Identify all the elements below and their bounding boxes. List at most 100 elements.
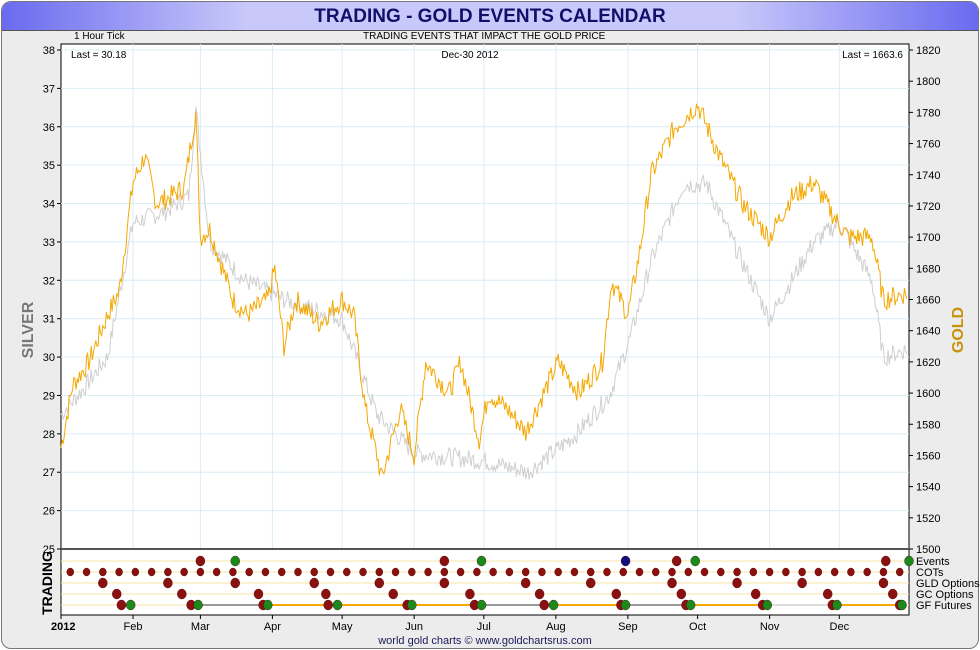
event-marker-red [520, 577, 531, 589]
event-row-label: GF Futures [916, 600, 972, 612]
event-marker-green [125, 599, 136, 611]
event-marker-red [164, 567, 172, 577]
event-marker-red [456, 567, 465, 577]
event-marker-red [830, 567, 839, 577]
event-marker-red [66, 567, 74, 577]
event-marker-red [408, 567, 416, 577]
left-tick-label: 31 [43, 314, 55, 326]
event-marker-red [798, 567, 806, 577]
event-marker-red [230, 577, 240, 589]
event-marker-red [539, 599, 549, 611]
right-tick-label: 1700 [916, 232, 940, 244]
event-marker-red [750, 588, 761, 600]
gold-axis-label: GOLD [950, 307, 967, 353]
event-marker-red [879, 567, 888, 577]
right-tick-label: 1560 [916, 450, 940, 462]
event-marker-red [782, 567, 790, 577]
right-tick-label: 1580 [916, 419, 940, 431]
x-tick-label: Oct [689, 621, 706, 633]
event-marker-red [684, 567, 692, 577]
right-tick-label: 1520 [916, 513, 940, 525]
x-tick-label: Jul [477, 621, 491, 633]
event-marker-red [99, 567, 107, 577]
right-tick-label: 1640 [916, 326, 940, 338]
event-marker-red [326, 567, 335, 577]
right-tick-label: 1680 [916, 263, 940, 275]
event-marker-red [310, 567, 318, 577]
x-tick-label: Aug [546, 621, 566, 633]
right-tick-label: 1780 [916, 107, 940, 119]
event-marker-green [685, 599, 696, 611]
event-marker-red [180, 567, 188, 577]
right-tick-label: 1820 [916, 45, 940, 57]
event-marker-red [611, 588, 621, 600]
event-marker-red [814, 567, 823, 577]
event-marker-red [554, 567, 562, 577]
event-marker-red [473, 567, 481, 577]
event-marker-red [465, 588, 475, 600]
event-marker-red [733, 567, 741, 577]
event-marker-red [667, 577, 677, 589]
event-marker-green [263, 599, 273, 611]
event-marker-green [230, 555, 240, 567]
event-marker-red [375, 567, 383, 577]
event-marker-green [332, 599, 343, 611]
event-marker-red [177, 588, 187, 600]
right-tick-label: 1740 [916, 170, 940, 182]
event-marker-red [424, 567, 432, 577]
event-marker-green [904, 555, 914, 567]
right-tick-label: 1540 [916, 482, 940, 494]
chart-subtitle: TRADING EVENTS THAT IMPACT THE GOLD PRIC… [363, 31, 606, 42]
silver-last: Last = 30.18 [71, 50, 127, 61]
event-marker-red [538, 567, 546, 577]
event-marker-red [323, 599, 333, 611]
event-marker-red [391, 567, 400, 577]
left-tick-label: 28 [43, 429, 55, 441]
event-marker-red [212, 567, 221, 577]
x-tick-label: Nov [760, 621, 780, 633]
event-marker-red [245, 567, 253, 577]
event-marker-red [888, 588, 898, 600]
trading-panel-label: TRADING [39, 551, 55, 615]
event-marker-red [847, 567, 855, 577]
event-marker-red [98, 577, 108, 589]
event-marker-red [131, 567, 140, 577]
event-marker-blue [620, 555, 631, 567]
event-marker-red [278, 567, 286, 577]
plot-area [60, 43, 910, 616]
right-tick-label: 1500 [916, 544, 940, 556]
event-marker-red [765, 567, 774, 577]
left-tick-label: 36 [43, 122, 55, 134]
event-marker-red [717, 567, 725, 577]
event-marker-red [586, 577, 596, 589]
gold-line [60, 103, 908, 476]
event-marker-red [439, 577, 450, 589]
event-marker-red [619, 567, 627, 577]
event-marker-red [196, 567, 205, 577]
event-marker-red [671, 555, 682, 567]
left-tick-label: 33 [43, 237, 55, 249]
event-marker-red [587, 567, 595, 577]
event-marker-red [374, 577, 384, 589]
event-row-label: COTs [916, 567, 944, 579]
event-marker-red [439, 555, 450, 567]
event-marker-red [229, 567, 237, 577]
right-tick-label: 1800 [916, 76, 940, 88]
event-marker-red [732, 577, 742, 589]
left-tick-label: 30 [43, 352, 55, 364]
event-marker-red [489, 567, 497, 577]
event-marker-red [321, 588, 331, 600]
event-marker-red [343, 567, 351, 577]
event-marker-red [878, 577, 889, 589]
event-row-label: GLD Options [916, 578, 980, 590]
event-row-label: Events [916, 556, 950, 568]
event-marker-red [82, 567, 91, 577]
chart-title: TRADING - GOLD EVENTS CALENDAR [314, 6, 666, 27]
event-marker-green [620, 599, 631, 611]
x-tick-label: Feb [124, 621, 143, 633]
title-bar: TRADING - GOLD EVENTS CALENDAR [2, 2, 978, 31]
x-tick-label: Mar [191, 621, 210, 633]
event-marker-green [193, 599, 203, 611]
event-marker-red [822, 588, 833, 600]
interval-label: 1 Hour Tick [74, 31, 125, 42]
